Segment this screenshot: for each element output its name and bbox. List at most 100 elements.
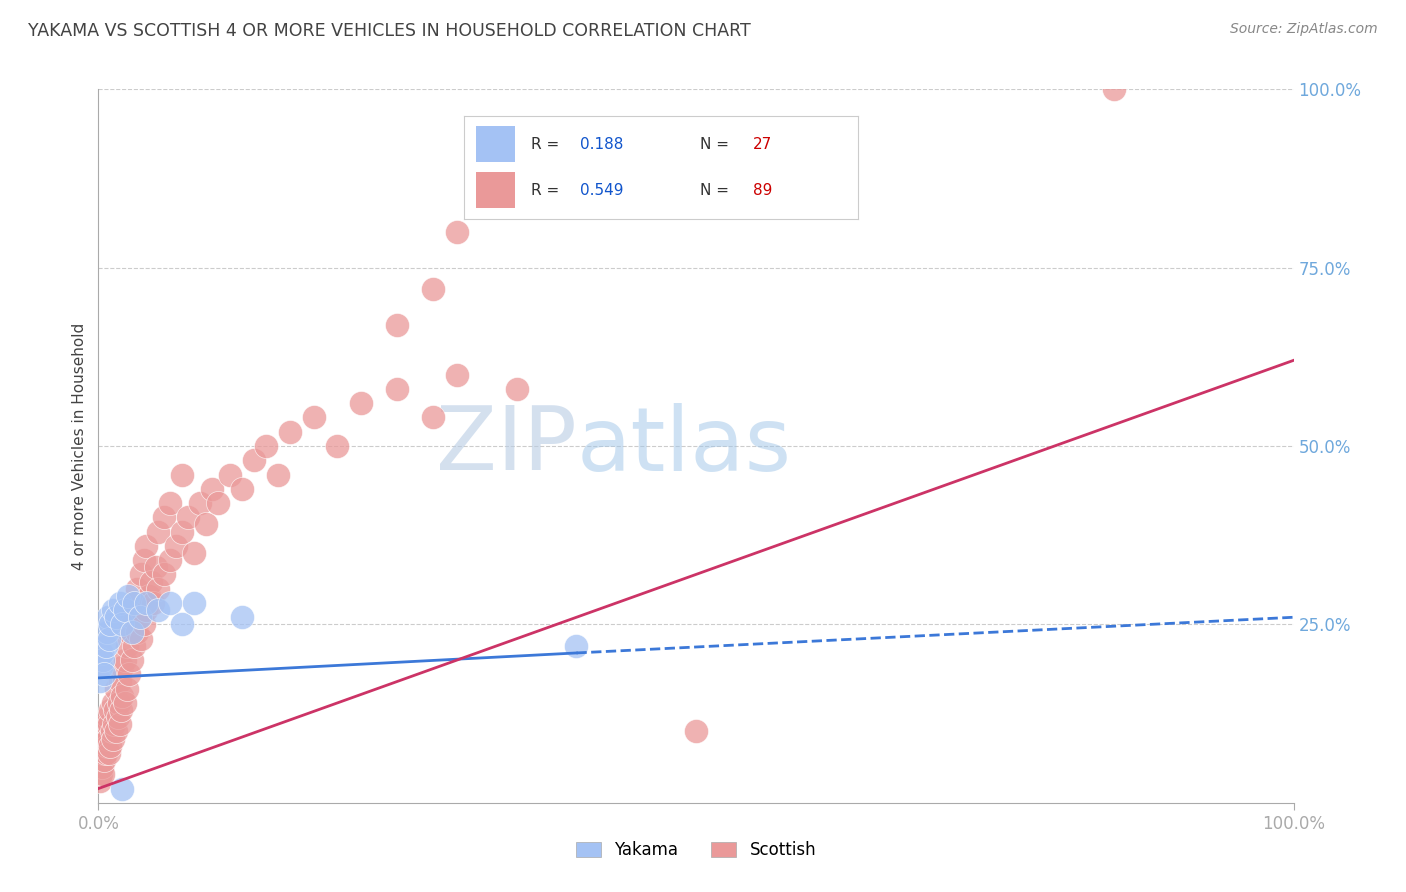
Point <box>93 667 115 681</box>
Point <box>153 510 176 524</box>
Point <box>172 524 194 539</box>
Point <box>91 760 114 774</box>
Point <box>131 632 153 646</box>
Point <box>101 731 124 746</box>
Point <box>101 696 124 710</box>
Point <box>105 681 128 696</box>
Text: 89: 89 <box>754 183 773 198</box>
Point <box>219 467 242 482</box>
Point <box>93 753 115 767</box>
Point <box>302 410 325 425</box>
Point <box>107 696 129 710</box>
Text: R =: R = <box>531 183 564 198</box>
Point <box>108 596 131 610</box>
Point <box>135 539 157 553</box>
Point <box>139 574 162 589</box>
Point <box>98 717 121 731</box>
Point <box>91 653 114 667</box>
Point <box>177 510 200 524</box>
Point <box>101 603 124 617</box>
Point <box>103 717 125 731</box>
Point <box>142 596 165 610</box>
Point <box>148 603 170 617</box>
Point <box>94 639 117 653</box>
Point <box>132 617 155 632</box>
Point <box>96 624 118 639</box>
Point <box>188 496 211 510</box>
Point <box>231 482 253 496</box>
Point <box>125 624 148 639</box>
Point <box>97 610 120 624</box>
Point <box>278 425 301 439</box>
Point <box>159 496 181 510</box>
Point <box>446 368 468 382</box>
Point <box>128 610 150 624</box>
Text: R =: R = <box>531 136 564 152</box>
Point <box>326 439 349 453</box>
Point <box>91 739 114 753</box>
Point <box>108 674 131 689</box>
Text: Source: ZipAtlas.com: Source: ZipAtlas.com <box>1230 22 1378 37</box>
Point <box>135 596 157 610</box>
Point <box>91 746 114 760</box>
Point <box>105 724 128 739</box>
Point <box>97 710 120 724</box>
Point <box>89 774 111 789</box>
Point <box>132 553 155 567</box>
Point <box>111 781 134 796</box>
Y-axis label: 4 or more Vehicles in Household: 4 or more Vehicles in Household <box>72 322 87 570</box>
Point <box>153 567 176 582</box>
Point <box>105 610 128 624</box>
Point <box>446 225 468 239</box>
Point <box>117 589 139 603</box>
Text: 0.549: 0.549 <box>581 183 624 198</box>
Text: YAKAMA VS SCOTTISH 4 OR MORE VEHICLES IN HOUSEHOLD CORRELATION CHART: YAKAMA VS SCOTTISH 4 OR MORE VEHICLES IN… <box>28 22 751 40</box>
Point <box>94 724 117 739</box>
Point <box>124 596 146 610</box>
Legend: Yakama, Scottish: Yakama, Scottish <box>569 835 823 866</box>
Point <box>104 703 127 717</box>
Point <box>91 767 114 781</box>
Point <box>115 681 138 696</box>
Point <box>183 546 205 560</box>
Point <box>96 717 118 731</box>
Point <box>385 318 409 332</box>
Point <box>96 739 118 753</box>
Point <box>121 624 143 639</box>
Point <box>1102 82 1125 96</box>
Point <box>100 724 122 739</box>
Point <box>148 582 170 596</box>
Point <box>207 496 229 510</box>
Point <box>114 603 136 617</box>
Text: atlas: atlas <box>576 402 792 490</box>
Point <box>90 753 112 767</box>
FancyBboxPatch shape <box>475 127 515 162</box>
Point <box>118 624 141 639</box>
Point <box>111 617 134 632</box>
Point <box>110 703 132 717</box>
Text: 0.188: 0.188 <box>581 136 623 152</box>
Text: N =: N = <box>700 136 734 152</box>
Point <box>124 639 146 653</box>
Point <box>267 467 290 482</box>
Point <box>422 410 444 425</box>
Point <box>93 731 115 746</box>
Point <box>183 596 205 610</box>
Point <box>131 567 153 582</box>
FancyBboxPatch shape <box>475 172 515 208</box>
Point <box>97 731 120 746</box>
Point <box>159 596 181 610</box>
Point <box>422 282 444 296</box>
Point <box>94 746 117 760</box>
Point <box>565 639 588 653</box>
Point <box>98 703 122 717</box>
Point <box>98 617 122 632</box>
Point <box>385 382 409 396</box>
Point <box>124 596 146 610</box>
Point <box>231 610 253 624</box>
Point <box>125 582 148 596</box>
Point <box>90 767 112 781</box>
Point <box>159 553 181 567</box>
Text: N =: N = <box>700 183 734 198</box>
Point <box>98 632 121 646</box>
